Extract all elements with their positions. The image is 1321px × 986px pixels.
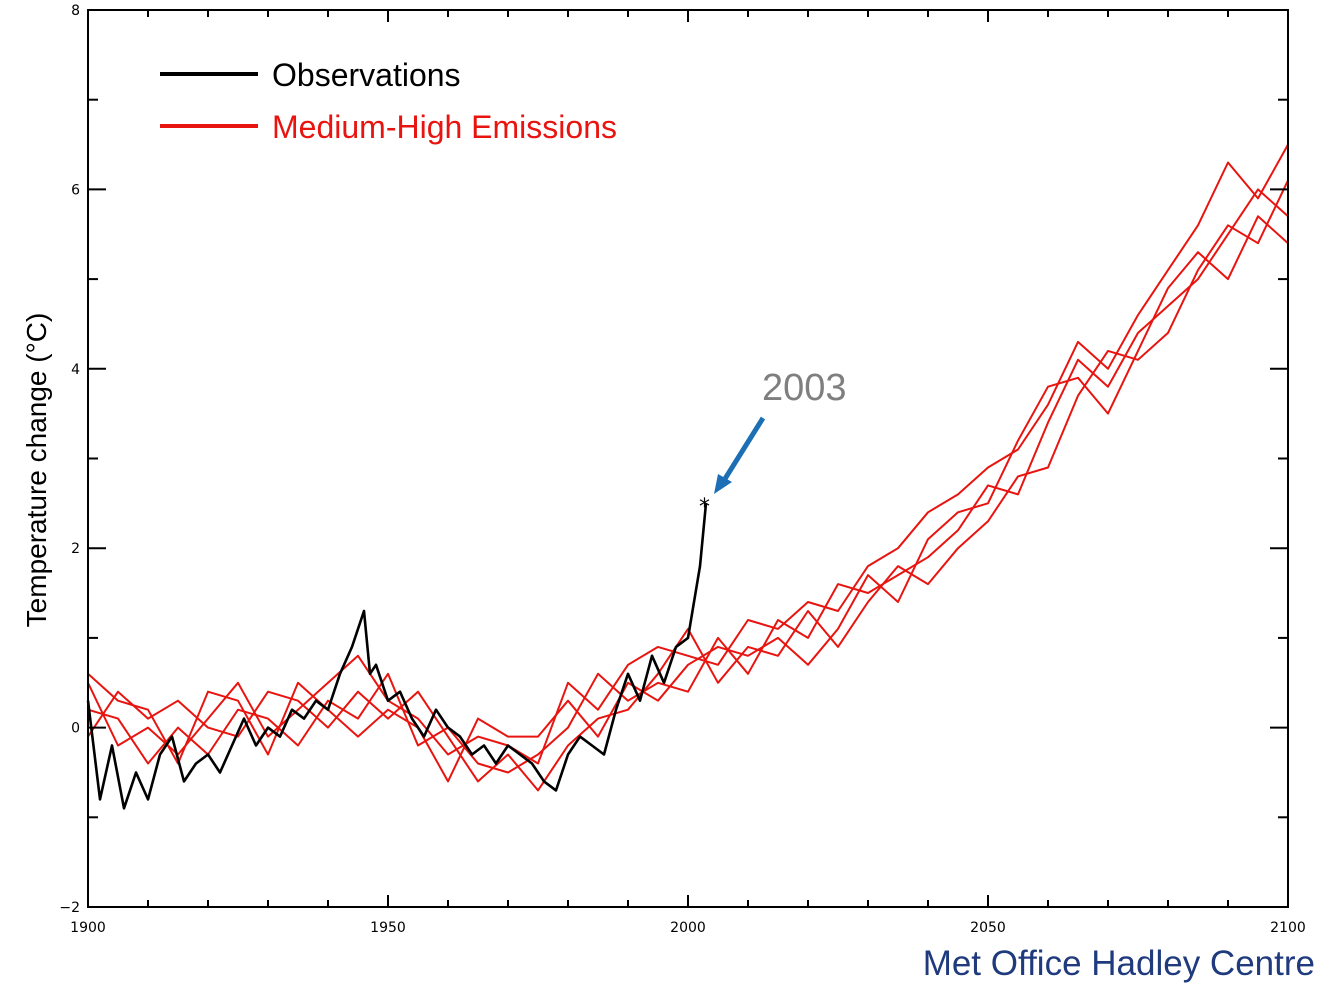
annotation-marker: *	[699, 495, 710, 520]
axis-layer	[87, 9, 1289, 908]
y-axis-title: Temperature change (°C)	[21, 313, 52, 628]
y-tick-label: 6	[71, 182, 80, 198]
y-tick-label: 4	[71, 362, 80, 378]
annotation-2003: 2003 *	[699, 367, 847, 520]
series-line-observations	[86, 503, 708, 810]
y-tick-label: 0	[71, 721, 80, 737]
legend-label-emissions: Medium-High Emissions	[272, 109, 617, 145]
series-line-emissions-4	[87, 215, 1289, 783]
tick-labels: 1900 1950 2000 2050 2100 −2 0 2 4 6 8	[59, 3, 1305, 936]
plot-frame	[87, 9, 1289, 908]
x-tick-label: 2050	[970, 920, 1006, 936]
series-layer	[86, 144, 1289, 810]
y-tick-label: 2	[71, 541, 80, 557]
series-line-emissions-3	[87, 179, 1289, 792]
x-tick-label: 1900	[70, 920, 106, 936]
series-line-emissions-1	[87, 144, 1289, 765]
y-tick-label: 8	[71, 3, 80, 19]
legend: Observations Medium-High Emissions	[160, 57, 617, 145]
legend-label-observations: Observations	[272, 57, 461, 93]
x-tick-label: 2100	[1270, 920, 1306, 936]
x-tick-label: 2000	[670, 920, 706, 936]
y-tick-label: −2	[59, 900, 80, 916]
annotation-arrow	[720, 416, 766, 484]
series-line-emissions-2	[87, 188, 1289, 774]
annotation-label: 2003	[762, 367, 847, 409]
x-tick-label: 1950	[370, 920, 406, 936]
credit-text: Met Office Hadley Centre	[922, 944, 1315, 983]
annotation-arrow-head	[714, 474, 732, 494]
